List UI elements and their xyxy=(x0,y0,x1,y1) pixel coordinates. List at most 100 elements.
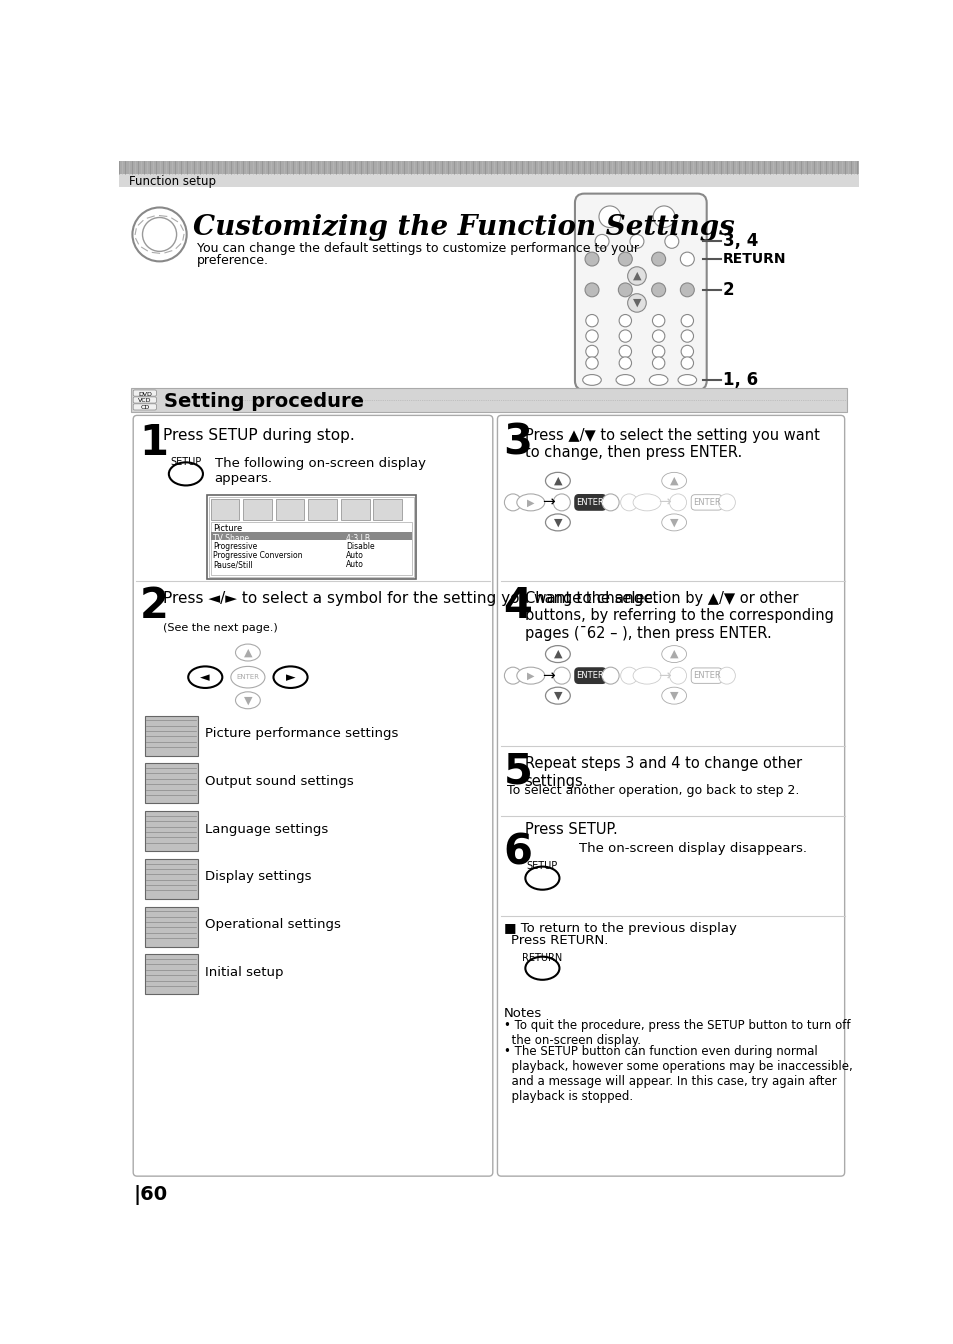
Text: 1: 1 xyxy=(139,422,169,464)
Circle shape xyxy=(718,495,735,511)
Circle shape xyxy=(680,358,693,370)
Text: →: → xyxy=(541,668,555,683)
Ellipse shape xyxy=(235,692,260,708)
Text: Press ▲/▼ to select the setting you want
to change, then press ENTER.: Press ▲/▼ to select the setting you want… xyxy=(524,427,819,460)
Circle shape xyxy=(679,284,694,297)
Text: Progressive Conversion: Progressive Conversion xyxy=(213,551,302,560)
Ellipse shape xyxy=(661,645,686,663)
Ellipse shape xyxy=(661,513,686,531)
Text: • To quit the procedure, press the SETUP button to turn off
  the on-screen disp: • To quit the procedure, press the SETUP… xyxy=(503,1019,849,1047)
FancyBboxPatch shape xyxy=(133,390,156,396)
Ellipse shape xyxy=(545,687,570,704)
Text: 6: 6 xyxy=(503,832,532,874)
Text: Press ◄/► to select a symbol for the setting you want to change.: Press ◄/► to select a symbol for the set… xyxy=(162,591,657,606)
Text: ▼: ▼ xyxy=(669,691,678,700)
Circle shape xyxy=(669,495,686,511)
Ellipse shape xyxy=(525,867,558,890)
Ellipse shape xyxy=(616,375,634,386)
Bar xyxy=(131,388,846,411)
Text: ENTER: ENTER xyxy=(576,497,603,507)
Ellipse shape xyxy=(169,462,203,485)
Ellipse shape xyxy=(517,495,544,511)
Text: ▼: ▼ xyxy=(553,691,561,700)
Bar xyxy=(211,499,239,520)
Circle shape xyxy=(618,284,632,297)
Text: 5: 5 xyxy=(503,750,532,793)
Text: To select another operation, go back to step 2.: To select another operation, go back to … xyxy=(506,784,799,797)
Circle shape xyxy=(618,358,631,370)
Text: Press SETUP.: Press SETUP. xyxy=(524,823,617,837)
Text: Display settings: Display settings xyxy=(205,871,312,883)
Ellipse shape xyxy=(678,375,696,386)
Ellipse shape xyxy=(545,645,570,663)
Text: RETURN: RETURN xyxy=(722,253,785,266)
Bar xyxy=(308,499,336,520)
Circle shape xyxy=(664,234,679,249)
Text: Setting procedure: Setting procedure xyxy=(164,392,364,411)
Text: Operational settings: Operational settings xyxy=(205,918,341,931)
Text: Change the selection by ▲/▼ or other
buttons, by referring to the corresponding
: Change the selection by ▲/▼ or other but… xyxy=(524,591,833,641)
Text: • The SETUP button can function even during normal
  playback, however some oper: • The SETUP button can function even dur… xyxy=(503,1046,852,1103)
Text: Language settings: Language settings xyxy=(205,823,328,836)
Text: Initial setup: Initial setup xyxy=(205,966,283,978)
Text: Notes: Notes xyxy=(503,1007,541,1020)
Bar xyxy=(145,812,197,851)
Bar xyxy=(145,716,197,755)
Text: ▲: ▲ xyxy=(243,648,252,657)
Text: TV Shape: TV Shape xyxy=(213,534,249,543)
Bar xyxy=(211,532,412,540)
Text: ▲: ▲ xyxy=(553,649,561,659)
Text: →: → xyxy=(658,495,671,509)
Circle shape xyxy=(553,667,570,684)
Text: ►: ► xyxy=(285,671,295,684)
Text: Pause/Still: Pause/Still xyxy=(213,560,253,569)
Ellipse shape xyxy=(188,667,222,688)
Circle shape xyxy=(627,266,645,285)
Text: Picture: Picture xyxy=(213,524,242,534)
Circle shape xyxy=(601,667,618,684)
Ellipse shape xyxy=(545,513,570,531)
FancyBboxPatch shape xyxy=(575,495,605,511)
Bar xyxy=(211,523,412,575)
Text: 3: 3 xyxy=(503,422,532,464)
Circle shape xyxy=(718,667,735,684)
Ellipse shape xyxy=(517,667,544,684)
Bar xyxy=(275,499,304,520)
Text: ▲: ▲ xyxy=(553,476,561,485)
Text: ▶: ▶ xyxy=(526,671,534,680)
Bar xyxy=(209,497,414,577)
Text: Picture performance settings: Picture performance settings xyxy=(205,727,398,741)
Circle shape xyxy=(553,495,570,511)
Text: Auto: Auto xyxy=(346,560,364,569)
Text: DVD: DVD xyxy=(138,391,152,396)
Circle shape xyxy=(651,284,665,297)
Circle shape xyxy=(618,345,631,358)
Text: ENTER: ENTER xyxy=(692,671,720,680)
Text: ▲: ▲ xyxy=(669,476,678,485)
FancyBboxPatch shape xyxy=(691,668,721,683)
Circle shape xyxy=(680,314,693,327)
Text: CD: CD xyxy=(140,406,150,410)
Text: 1, 6: 1, 6 xyxy=(722,371,758,388)
Text: SETUP: SETUP xyxy=(170,457,201,466)
Circle shape xyxy=(669,667,686,684)
Text: →: → xyxy=(658,668,671,683)
Bar xyxy=(119,173,858,187)
Circle shape xyxy=(620,495,637,511)
Circle shape xyxy=(142,218,176,251)
Text: ▶: ▶ xyxy=(526,497,534,508)
FancyBboxPatch shape xyxy=(133,403,156,410)
Text: VCD: VCD xyxy=(138,398,152,403)
Text: Function setup: Function setup xyxy=(129,175,215,188)
Text: ■ To return to the previous display: ■ To return to the previous display xyxy=(503,922,736,935)
Text: ▲: ▲ xyxy=(632,271,640,281)
Bar xyxy=(145,954,197,995)
Text: The following on-screen display
appears.: The following on-screen display appears. xyxy=(214,457,425,485)
Circle shape xyxy=(679,253,694,266)
Text: 2: 2 xyxy=(139,585,168,626)
Circle shape xyxy=(504,495,521,511)
Circle shape xyxy=(585,345,598,358)
Circle shape xyxy=(652,329,664,343)
Circle shape xyxy=(618,253,632,266)
Bar xyxy=(243,499,272,520)
